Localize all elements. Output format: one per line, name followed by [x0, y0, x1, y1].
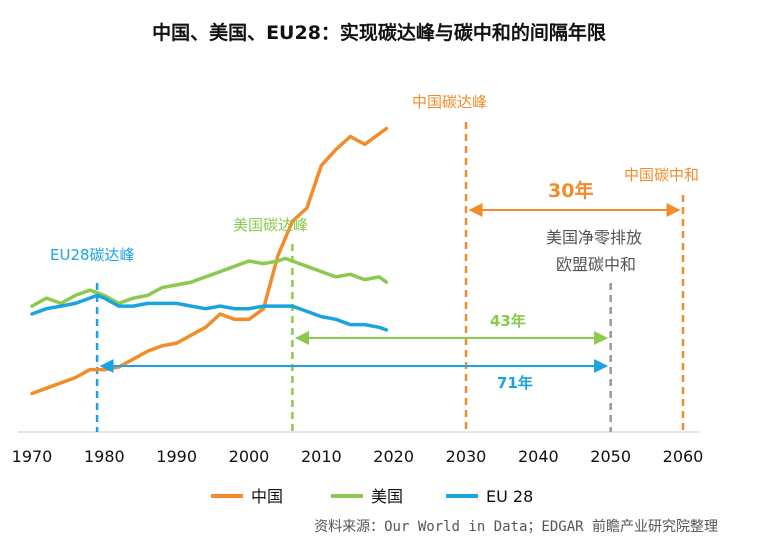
series-line-0 [30, 126, 389, 396]
china-neutral-label: 中国碳中和 [624, 166, 699, 184]
eu-peak-label: EU28碳达峰 [50, 246, 135, 264]
legend-label-1: 美国 [371, 487, 403, 506]
x-tick-label: 2050 [590, 447, 631, 466]
china-peak-label: 中国碳达峰 [412, 93, 487, 111]
legend-label-0: 中国 [251, 487, 283, 506]
x-tick-label: 2060 [663, 447, 704, 466]
x-tick-label: 2000 [229, 447, 270, 466]
chart-title: 中国、美国、EU28：实现碳达峰与碳中和的间隔年限 [152, 22, 606, 44]
x-tick-label: 1970 [12, 447, 53, 466]
eu-neutral-label: 欧盟碳中和 [556, 255, 636, 274]
usa-peak-label: 美国碳达峰 [233, 216, 308, 234]
x-tick-label: 2030 [446, 447, 487, 466]
x-tick-label: 1980 [84, 447, 125, 466]
x-tick-label: 2020 [373, 447, 414, 466]
x-tick-label: 2010 [301, 447, 342, 466]
usa-neutral-label: 美国净零排放 [546, 228, 642, 247]
x-tick-label: 1990 [156, 447, 197, 466]
legend-label-2: EU 28 [486, 487, 533, 506]
gap-china-label: 30年 [548, 179, 593, 202]
source-note: 资料来源：Our World in Data；EDGAR 前瞻产业研究院整理 [314, 519, 718, 535]
series-line-1 [30, 256, 389, 308]
series-line-2 [30, 293, 389, 332]
gap-usa-label: 43年 [490, 312, 526, 330]
x-tick-label: 2040 [518, 447, 559, 466]
gap-eu-label: 71年 [497, 374, 533, 392]
